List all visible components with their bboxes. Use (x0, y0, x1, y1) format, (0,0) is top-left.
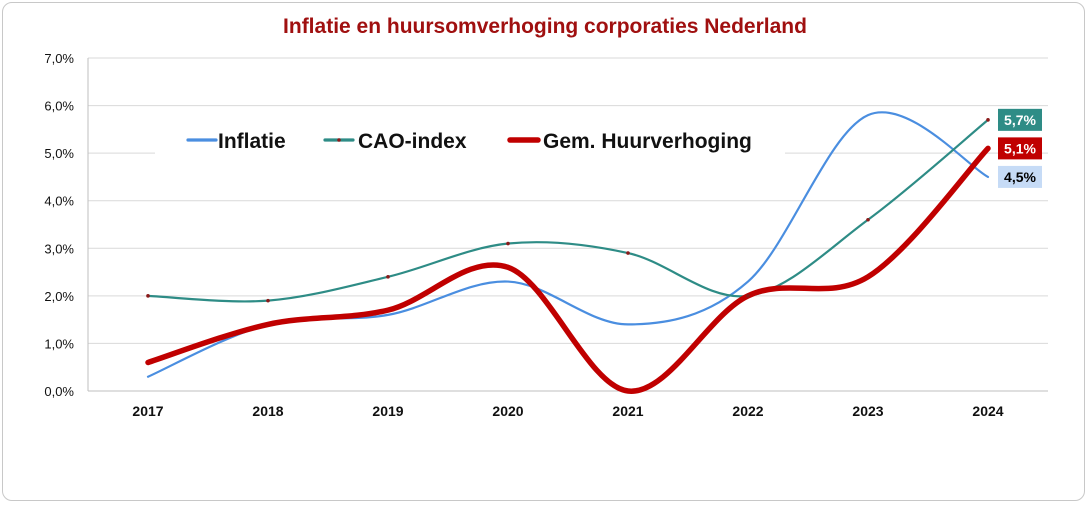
x-tick-label: 2024 (972, 403, 1003, 419)
chart-title: Inflatie en huursomverhoging corporaties… (283, 15, 807, 38)
series-markers (146, 118, 990, 303)
cao-index-point (626, 251, 630, 255)
series-line-1 (146, 118, 990, 303)
series-lines (145, 111, 991, 394)
legend-background (155, 118, 785, 158)
x-tick-labels: 2017 2018 2019 2020 2021 2022 2023 2024 (132, 403, 1003, 419)
y-tick-label: 4,0% (44, 194, 74, 209)
y-tick-labels: 0,0% 1,0% 2,0% 3,0% 4,0% 5,0% 6,0% 7,0% (44, 51, 74, 399)
cao-index-point (986, 118, 990, 122)
x-tick-label: 2020 (492, 403, 523, 419)
legend: Inflatie CAO-index Gem. Huurverhoging (155, 118, 785, 158)
series-line-2 (145, 145, 991, 394)
data-label-0: 4,5% (1004, 169, 1036, 185)
axes (87, 58, 1048, 392)
x-tick-label: 2018 (252, 403, 283, 419)
cao-index-point (146, 294, 150, 298)
y-tick-label: 3,0% (44, 241, 74, 256)
legend-entry-2: Gem. Huurverhoging (543, 130, 752, 153)
x-tick-label: 2019 (372, 403, 403, 419)
data-label-2: 5,1% (1004, 140, 1036, 156)
y-tick-label: 6,0% (44, 99, 74, 114)
data-label-box-2 (998, 137, 1042, 160)
cao-index-point (866, 217, 870, 222)
data-label-box-0 (998, 165, 1042, 188)
data-label-1: 5,7% (1004, 112, 1036, 128)
legend-marker (337, 138, 341, 142)
legend-entry-0: Inflatie (218, 130, 286, 153)
x-tick-label: 2017 (132, 403, 163, 419)
cao-index-point (746, 294, 750, 298)
legend-entry-1: CAO-index (358, 130, 467, 153)
cao-index-point (266, 298, 270, 303)
data-labels: 5,7% 5,1% 4,5% (998, 108, 1042, 188)
x-tick-label: 2022 (732, 403, 763, 419)
cao-index-point (386, 275, 390, 279)
y-tick-label: 5,0% (44, 146, 74, 161)
y-tick-label: 1,0% (44, 336, 74, 351)
y-tick-label: 2,0% (44, 289, 74, 304)
chart-frame (2, 2, 1085, 501)
y-tick-label: 7,0% (44, 51, 74, 66)
cao-index-point (506, 241, 510, 246)
x-tick-label: 2023 (852, 403, 883, 419)
data-label-box-1 (998, 108, 1042, 131)
y-tick-label: 0,0% (44, 384, 74, 399)
x-tick-label: 2021 (612, 403, 643, 419)
